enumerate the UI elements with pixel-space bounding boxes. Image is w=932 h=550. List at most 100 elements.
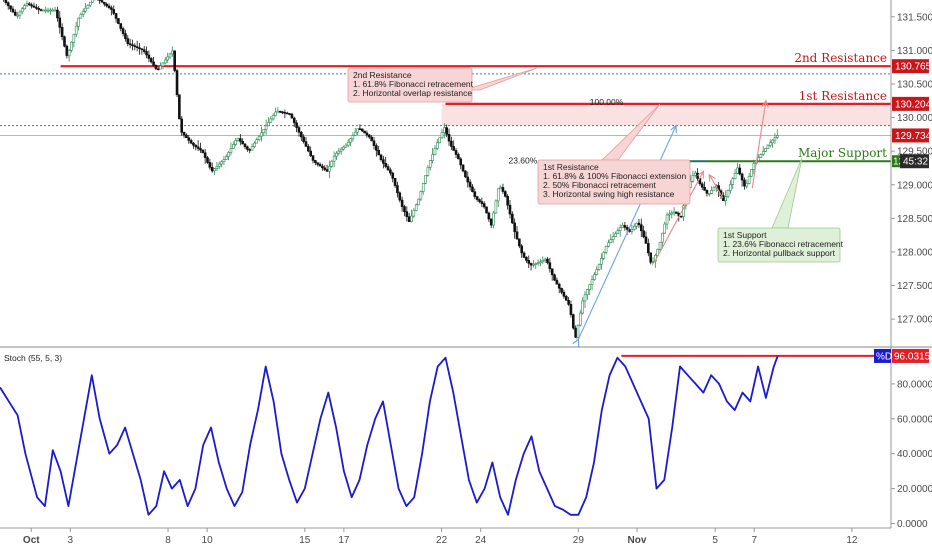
candle-body-42 — [98, 0, 101, 1]
candle-body-228 — [534, 263, 538, 265]
candle-body-171 — [400, 199, 404, 207]
candle-body-2 — [4, 0, 8, 3]
candle-body-83 — [194, 144, 198, 148]
candle-body-325 — [761, 151, 765, 155]
time-tick-label-11: 7 — [751, 535, 757, 546]
candle-body-59 — [138, 47, 141, 50]
candle-body-202 — [473, 191, 477, 197]
candle-body-159 — [372, 140, 376, 146]
candle-body-257 — [602, 251, 606, 259]
candle-body-120 — [281, 111, 284, 114]
candle-body-109 — [255, 139, 259, 144]
candle-body-4 — [9, 5, 12, 10]
candle-body-287 — [672, 211, 676, 214]
candle-body-233 — [546, 258, 549, 263]
candle-body-58 — [135, 46, 139, 49]
candle-body-154 — [360, 128, 364, 132]
candle-body-91 — [213, 168, 216, 172]
candle-body-192 — [450, 140, 453, 147]
support-tag-bg — [892, 155, 900, 168]
candle-body-299 — [700, 183, 704, 188]
price-tick-label-8: 131.000 — [897, 46, 932, 57]
candle-body-6 — [13, 11, 17, 16]
candle-body-272 — [637, 222, 641, 226]
price-panel[interactable]: 2nd Resistance 1st Resistance Major Suppor… — [0, 0, 891, 339]
price-axis[interactable]: 127.000 127.500 128.000 128.500 129.000 129.5… — [891, 12, 932, 326]
time-tick-label-2: 8 — [165, 535, 171, 546]
candle-body-153 — [358, 128, 362, 131]
candle-body-179 — [419, 191, 423, 200]
candle-body-27 — [63, 36, 66, 47]
candle-body-208 — [487, 212, 491, 220]
time-tick-label-10: 5 — [712, 535, 718, 546]
candle-body-82 — [192, 142, 195, 146]
candle-body-200 — [468, 181, 472, 188]
candle-body-284 — [665, 214, 669, 225]
candle-body-235 — [550, 268, 554, 276]
candle-body-66 — [154, 65, 158, 70]
candle-body-248 — [581, 300, 584, 314]
candle-body-44 — [103, 2, 106, 5]
candle-body-13 — [30, 4, 33, 7]
candle-body-103 — [241, 141, 244, 145]
candle-body-121 — [283, 112, 287, 114]
candle-body-240 — [562, 291, 566, 297]
candle-body-162 — [379, 154, 383, 160]
candle-body-127 — [297, 127, 301, 133]
level-name-1: 1st Resistance — [799, 89, 887, 103]
candle-body-315 — [738, 167, 742, 175]
candle-body-97 — [227, 152, 230, 157]
candle-body-24 — [56, 9, 59, 19]
candle-body-195 — [457, 154, 460, 160]
candle-body-142 — [332, 155, 336, 162]
indicator-axis[interactable]: 0.0000 20.0000 40.0000 60.0000 80.0000 %D 96.0… — [874, 348, 932, 530]
time-axis[interactable]: Oct 3 8 10 15 17 22 24 29 Nov 5 7 12 — [23, 528, 858, 546]
current-price-tag: 129.734 — [895, 131, 932, 142]
candle-body-115 — [269, 118, 273, 123]
candle-body-17 — [39, 9, 43, 11]
red-arrow-3[interactable] — [751, 101, 766, 189]
level-tag-1: 130.204 — [895, 99, 932, 110]
candle-body-275 — [644, 236, 648, 244]
candle-body-74 — [173, 50, 176, 71]
candle-body-87 — [203, 152, 207, 158]
candle-body-214 — [501, 187, 505, 192]
candle-body-167 — [391, 172, 395, 179]
candle-body-78 — [182, 132, 186, 136]
candle-body-144 — [337, 150, 341, 154]
candle-body-295 — [691, 175, 695, 182]
candle-body-271 — [635, 222, 638, 227]
first-resistance-note-box — [537, 159, 691, 205]
candle-body-28 — [65, 45, 69, 56]
candle-body-319 — [747, 176, 751, 184]
candle-body-174 — [407, 216, 411, 223]
time-tick-label-12: 12 — [846, 535, 858, 546]
candle-body-43 — [100, 0, 104, 3]
candle-body-55 — [128, 43, 132, 45]
blue-arrow-left[interactable] — [578, 126, 676, 340]
candle-body-180 — [421, 183, 425, 192]
candle-body-168 — [393, 178, 397, 186]
candle-body-281 — [658, 241, 662, 250]
indicator-panel[interactable]: Stoch (55, 5, 3) — [0, 353, 891, 516]
red-arrow-1[interactable] — [654, 171, 704, 263]
candle-body-191 — [447, 134, 451, 142]
candle-body-210 — [492, 212, 495, 226]
candle-body-155 — [363, 130, 366, 134]
resistance-zone-layer — [441, 103, 891, 126]
candle-body-140 — [328, 165, 331, 172]
red-arrow-2[interactable] — [709, 175, 724, 199]
candle-body-229 — [536, 262, 540, 264]
price-tick-label-5: 129.500 — [897, 147, 932, 158]
candle-body-330 — [773, 137, 777, 141]
candle-body-172 — [403, 206, 406, 212]
candle-body-84 — [196, 146, 200, 149]
fib-label-0: 100.00% — [590, 97, 624, 107]
price-tick-label-7: 130.500 — [897, 79, 932, 90]
candle-body-296 — [693, 172, 697, 176]
candle-body-234 — [548, 262, 552, 270]
candle-body-118 — [276, 110, 280, 113]
